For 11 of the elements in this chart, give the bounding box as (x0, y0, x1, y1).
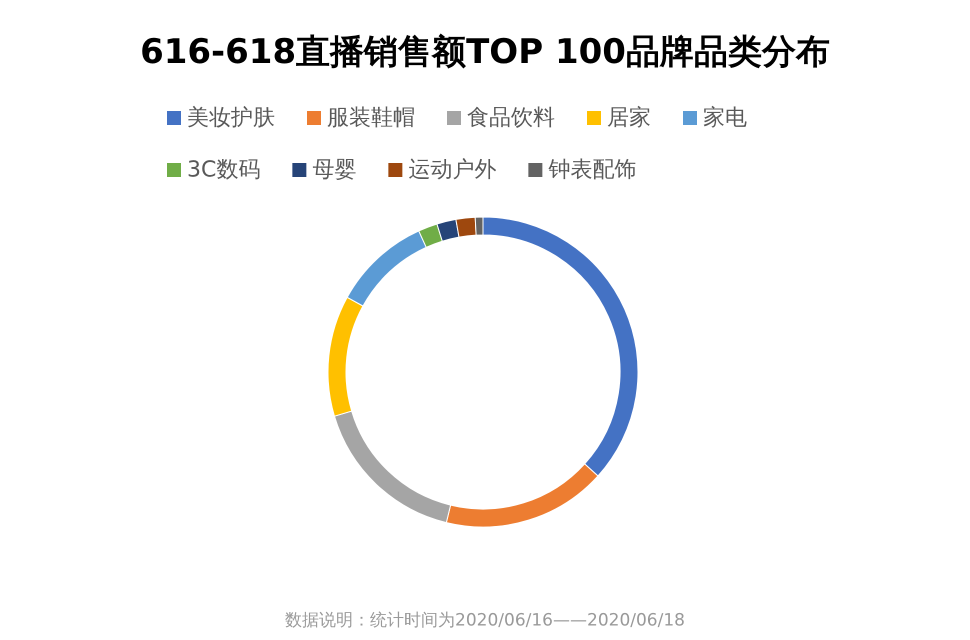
legend-label: 3C数码 (187, 158, 260, 182)
chart-title: 616-618直播销售额TOP 100品牌品类分布 (140, 32, 830, 72)
legend-label: 美妆护肤 (187, 106, 275, 130)
legend-label: 家电 (703, 106, 747, 130)
legend-label: 母婴 (312, 158, 356, 182)
legend-label: 钟表配饰 (547, 158, 636, 182)
text: 数据说明：统计时间为2020/06/16——2020/06/18 (285, 610, 685, 630)
legend-label: 运动户外 (408, 158, 496, 182)
legend-label: 居家 (607, 106, 651, 130)
legend-label: 食品饮料 (467, 106, 555, 130)
legend-label: 服装鞋帽 (327, 106, 415, 130)
